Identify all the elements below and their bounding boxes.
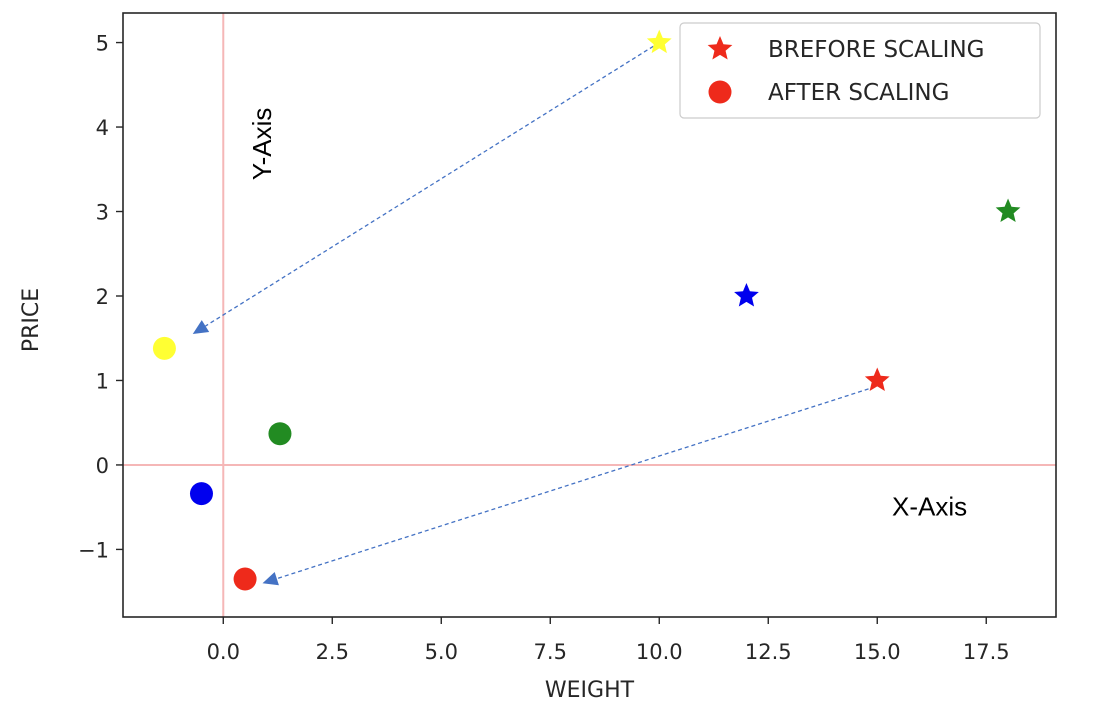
circle-point bbox=[268, 422, 292, 446]
x-tick-label: 12.5 bbox=[745, 640, 792, 664]
circle-point bbox=[189, 482, 213, 506]
data-points bbox=[152, 29, 1021, 591]
y-tick-label: −1 bbox=[78, 538, 109, 562]
arrow-head bbox=[262, 571, 279, 586]
star-point bbox=[864, 367, 890, 391]
legend-box bbox=[679, 22, 1041, 119]
y-tick-label: 3 bbox=[96, 201, 109, 225]
scaling-arrows bbox=[192, 42, 869, 586]
y-tick-label: 5 bbox=[96, 32, 109, 56]
x-tick-label: 2.5 bbox=[316, 640, 349, 664]
y-tick-label: 2 bbox=[96, 285, 109, 309]
x-tick-label: 10.0 bbox=[636, 640, 683, 664]
circle-point bbox=[152, 336, 176, 360]
x-tick-label: 7.5 bbox=[534, 640, 567, 664]
x-tick-label: 15.0 bbox=[854, 640, 901, 664]
legend-circle-marker bbox=[708, 80, 732, 104]
star-point bbox=[995, 198, 1021, 223]
y-axis-label: PRICE bbox=[19, 288, 44, 352]
arrow-line bbox=[276, 388, 869, 580]
legend: BREFORE SCALING AFTER SCALING bbox=[679, 22, 1041, 119]
legend-star-marker bbox=[707, 36, 733, 60]
annotations: Y-Axis X-Axis bbox=[247, 108, 967, 522]
arrow-head bbox=[192, 320, 210, 335]
y-axis-ticks: −1 0 1 2 3 4 5 bbox=[78, 32, 123, 562]
star-point bbox=[734, 282, 759, 307]
plot-frame bbox=[122, 12, 1057, 618]
axis-annotation: Y-Axis bbox=[247, 108, 277, 181]
x-axis-label: WEIGHT bbox=[545, 678, 635, 703]
x-tick-label: 0.0 bbox=[207, 640, 240, 664]
legend-label: BREFORE SCALING bbox=[768, 37, 984, 63]
legend-label: AFTER SCALING bbox=[768, 80, 949, 106]
star-point bbox=[646, 29, 672, 54]
y-tick-label: 0 bbox=[96, 454, 109, 478]
x-tick-label: 17.5 bbox=[963, 640, 1010, 664]
axis-annotation: X-Axis bbox=[892, 492, 967, 522]
y-tick-label: 1 bbox=[96, 369, 109, 393]
y-tick-label: 4 bbox=[96, 116, 109, 140]
x-tick-label: 5.0 bbox=[425, 640, 458, 664]
x-axis-ticks: 0.0 2.5 5.0 7.5 10.0 12.5 15.0 17.5 bbox=[207, 617, 1010, 664]
arrow-line bbox=[205, 42, 660, 327]
circle-point bbox=[233, 567, 257, 591]
